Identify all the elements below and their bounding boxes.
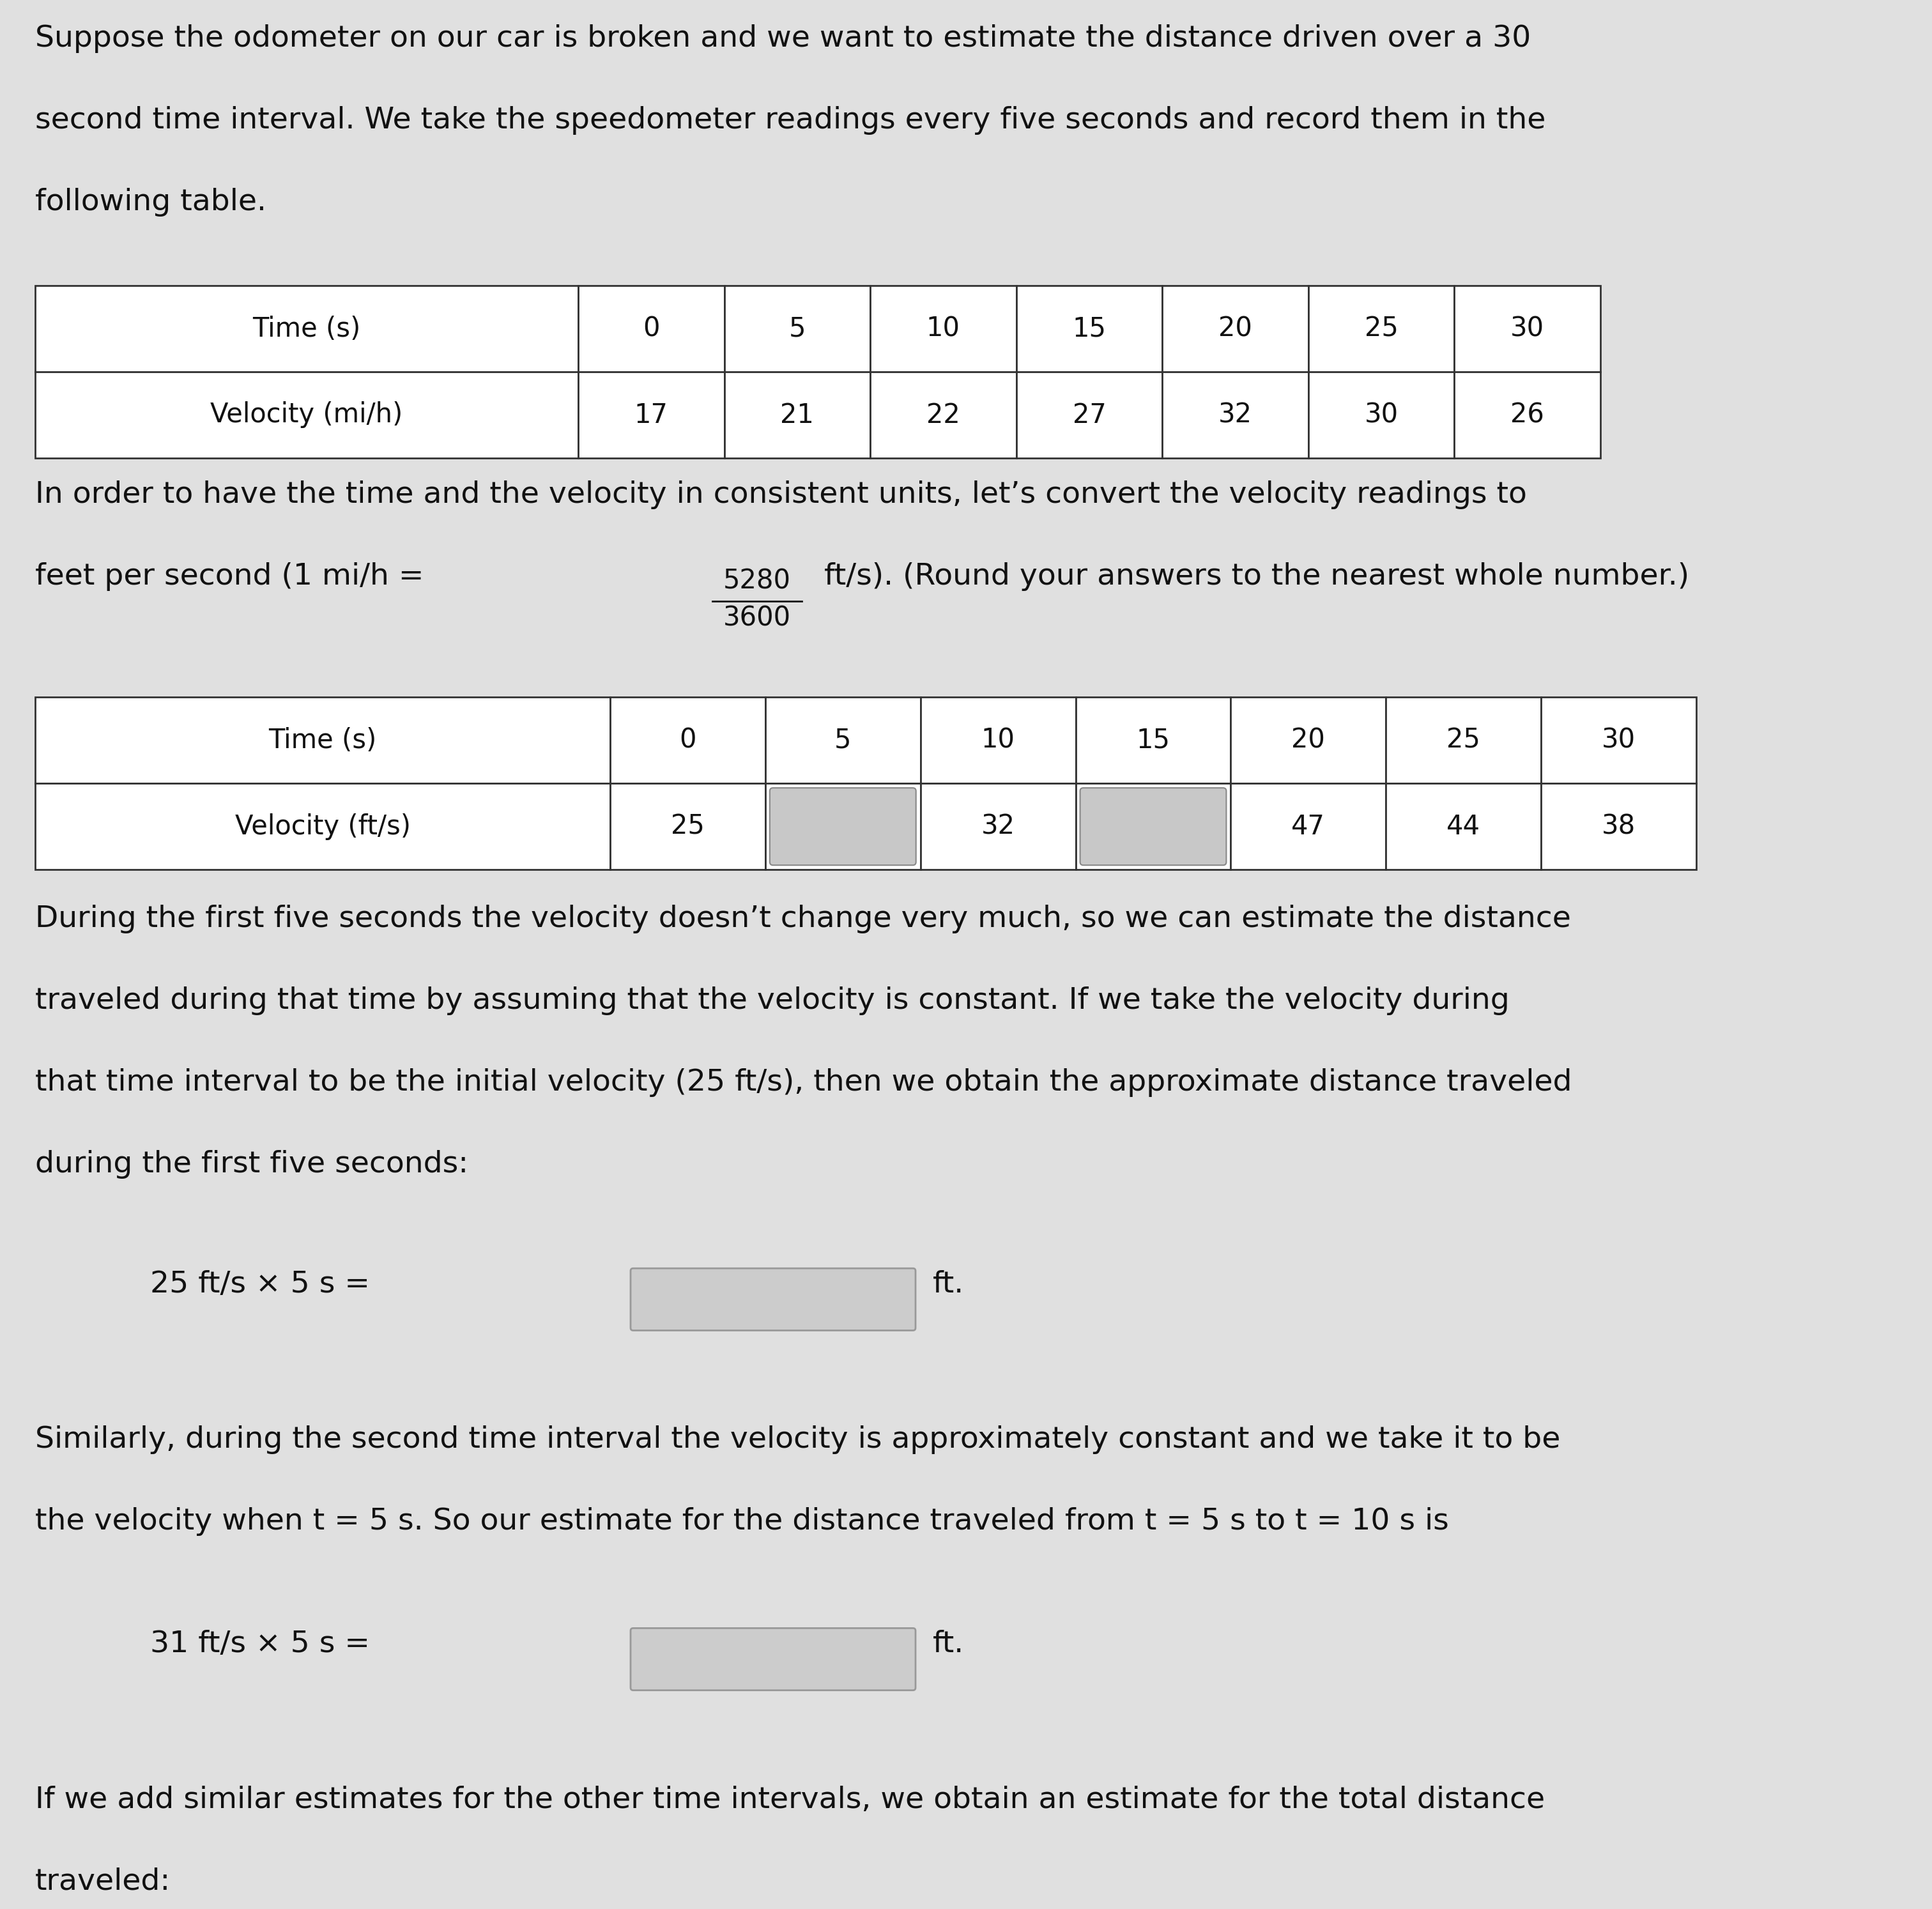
- Text: traveled during that time by assuming that the velocity is constant. If we take : traveled during that time by assuming th…: [35, 987, 1509, 1016]
- Bar: [1076, 783, 1231, 871]
- FancyBboxPatch shape: [630, 1628, 916, 1689]
- Text: feet per second (1 mi/h =: feet per second (1 mi/h =: [35, 563, 423, 592]
- Bar: [35, 783, 611, 871]
- Bar: [35, 286, 578, 372]
- Text: 0: 0: [643, 315, 659, 342]
- Text: 20: 20: [1219, 315, 1252, 342]
- Bar: [1076, 697, 1231, 783]
- Text: 15: 15: [1072, 315, 1107, 342]
- FancyBboxPatch shape: [769, 788, 916, 865]
- Bar: [1455, 286, 1600, 372]
- Bar: [724, 372, 869, 458]
- Text: 5: 5: [788, 315, 806, 342]
- Text: 44: 44: [1447, 813, 1480, 840]
- Text: ft.: ft.: [933, 1269, 964, 1298]
- Bar: [1163, 286, 1308, 372]
- Text: 15: 15: [1136, 727, 1171, 754]
- Bar: [1455, 372, 1600, 458]
- Text: 3600: 3600: [723, 605, 790, 632]
- Text: during the first five seconds:: during the first five seconds:: [35, 1149, 468, 1180]
- Text: 22: 22: [927, 401, 960, 428]
- Text: 31 ft/s × 5 s =: 31 ft/s × 5 s =: [151, 1630, 369, 1659]
- Text: Similarly, during the second time interval the velocity is approximately constan: Similarly, during the second time interv…: [35, 1426, 1561, 1455]
- Text: 47: 47: [1291, 813, 1325, 840]
- Bar: [1308, 372, 1455, 458]
- FancyBboxPatch shape: [630, 1268, 916, 1331]
- FancyBboxPatch shape: [1080, 788, 1227, 865]
- Text: 10: 10: [981, 727, 1014, 754]
- Text: 17: 17: [634, 401, 668, 428]
- Bar: [1542, 697, 1696, 783]
- Bar: [869, 286, 1016, 372]
- Bar: [1542, 783, 1696, 871]
- Text: 20: 20: [1291, 727, 1325, 754]
- Bar: [35, 372, 578, 458]
- Text: ft/s). (Round your answers to the nearest whole number.): ft/s). (Round your answers to the neares…: [825, 563, 1689, 592]
- Text: 5280: 5280: [723, 567, 790, 594]
- Text: 25: 25: [1364, 315, 1399, 342]
- Text: 32: 32: [1219, 401, 1252, 428]
- Text: 30: 30: [1364, 401, 1399, 428]
- Bar: [1385, 697, 1542, 783]
- Text: 5: 5: [835, 727, 852, 754]
- Text: that time interval to be the initial velocity (25 ft/s), then we obtain the appr: that time interval to be the initial vel…: [35, 1069, 1573, 1098]
- Bar: [920, 697, 1076, 783]
- Text: 27: 27: [1072, 401, 1107, 428]
- Bar: [1016, 286, 1163, 372]
- Text: ft.: ft.: [933, 1630, 964, 1659]
- Text: 26: 26: [1511, 401, 1544, 428]
- Bar: [611, 783, 765, 871]
- Text: 25 ft/s × 5 s =: 25 ft/s × 5 s =: [151, 1269, 369, 1298]
- Text: the velocity when t = 5 s. So our estimate for the distance traveled from t = 5 : the velocity when t = 5 s. So our estima…: [35, 1508, 1449, 1537]
- Text: Suppose the odometer on our car is broken and we want to estimate the distance d: Suppose the odometer on our car is broke…: [35, 25, 1530, 53]
- Text: 25: 25: [1447, 727, 1480, 754]
- Text: Time (s): Time (s): [269, 727, 377, 754]
- Text: 30: 30: [1602, 727, 1636, 754]
- Bar: [35, 697, 611, 783]
- Text: following table.: following table.: [35, 187, 267, 216]
- Text: Velocity (mi/h): Velocity (mi/h): [211, 401, 404, 428]
- Text: 32: 32: [981, 813, 1014, 840]
- Bar: [920, 783, 1076, 871]
- Bar: [578, 286, 724, 372]
- Text: 30: 30: [1511, 315, 1544, 342]
- Text: During the first five seconds the velocity doesn’t change very much, so we can e: During the first five seconds the veloci…: [35, 905, 1571, 934]
- Bar: [765, 783, 920, 871]
- Text: second time interval. We take the speedometer readings every five seconds and re: second time interval. We take the speedo…: [35, 107, 1546, 136]
- Bar: [869, 372, 1016, 458]
- Text: traveled:: traveled:: [35, 1867, 170, 1896]
- Bar: [1308, 286, 1455, 372]
- Text: In order to have the time and the velocity in consistent units, let’s convert th: In order to have the time and the veloci…: [35, 481, 1526, 510]
- Bar: [611, 697, 765, 783]
- Bar: [1016, 372, 1163, 458]
- Text: 10: 10: [925, 315, 960, 342]
- Text: If we add similar estimates for the other time intervals, we obtain an estimate : If we add similar estimates for the othe…: [35, 1785, 1546, 1814]
- Text: 38: 38: [1602, 813, 1636, 840]
- Text: 25: 25: [670, 813, 705, 840]
- Text: Time (s): Time (s): [253, 315, 361, 342]
- Bar: [724, 286, 869, 372]
- Bar: [1231, 697, 1385, 783]
- Bar: [1385, 783, 1542, 871]
- Bar: [1163, 372, 1308, 458]
- Bar: [765, 697, 920, 783]
- Text: 0: 0: [680, 727, 696, 754]
- Text: 21: 21: [781, 401, 813, 428]
- Bar: [578, 372, 724, 458]
- Bar: [1231, 783, 1385, 871]
- Text: Velocity (ft/s): Velocity (ft/s): [236, 813, 410, 840]
